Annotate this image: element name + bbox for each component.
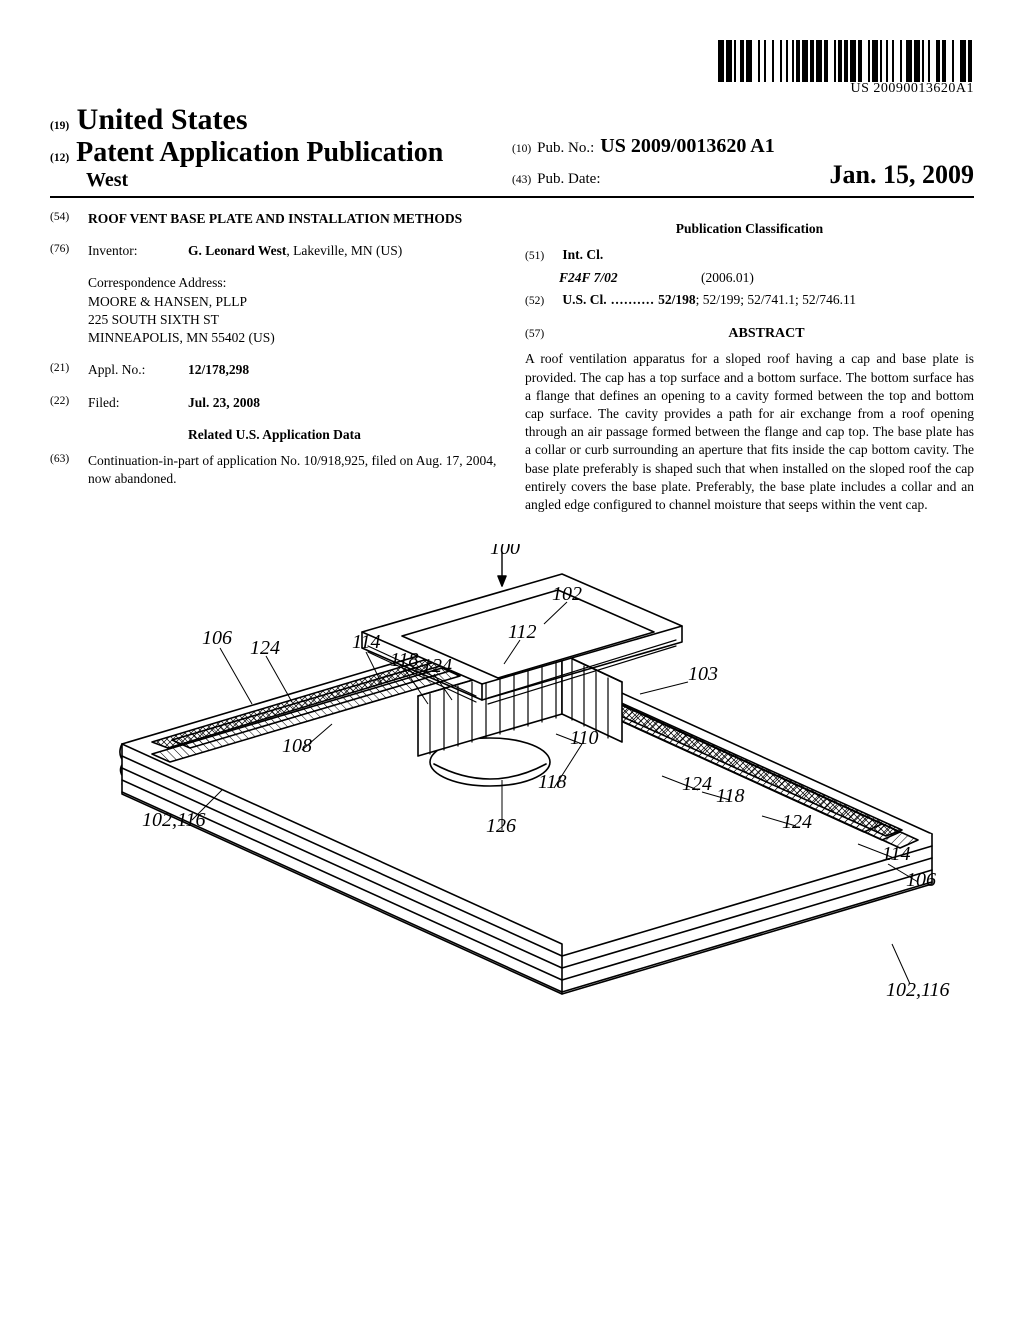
callout-118-left: 118 (390, 649, 419, 671)
callout-114-right: 114 (882, 843, 911, 865)
right-column: Publication Classification (51) Int. Cl.… (525, 210, 974, 514)
applno-label: Appl. No.: (88, 361, 188, 379)
callout-106-left: 106 (202, 627, 232, 649)
callout-106-right: 106 (906, 869, 936, 891)
related-heading: Related U.S. Application Data (50, 426, 499, 444)
callout-114-left: 114 (352, 631, 381, 653)
inventor-loc: , Lakeville, MN (US) (286, 243, 402, 258)
code-12: (12) (50, 152, 69, 164)
inventor-name: G. Leonard West (188, 243, 286, 258)
inventor-label: Inventor: (88, 242, 188, 260)
inventor-surname: West (86, 169, 512, 192)
barcode-region: US 20090013620A1 (50, 40, 974, 97)
callout-124-far: 124 (782, 811, 812, 833)
figure-svg: 100 102 106 124 114 118 124 112 103 110 … (62, 544, 962, 1004)
code-22: (22) (50, 394, 88, 412)
callout-124-mid: 124 (422, 655, 452, 677)
callout-100: 100 (490, 544, 520, 559)
uscl-label: U.S. Cl. (562, 292, 654, 307)
corr-label: Correspondence Address: (88, 274, 499, 292)
callout-118-far: 118 (716, 785, 745, 807)
code-54: (54) (50, 210, 88, 228)
code-19: (19) (50, 120, 69, 132)
correspondence-address: Correspondence Address: MOORE & HANSEN, … (88, 274, 499, 347)
abstract-text: A roof ventilation apparatus for a slope… (525, 350, 974, 514)
corr-line1: MOORE & HANSEN, PLLP (88, 293, 499, 311)
patent-figure: 100 102 106 124 114 118 124 112 103 110 … (50, 544, 974, 1009)
callout-124-left: 124 (250, 637, 280, 659)
callout-110: 110 (570, 727, 599, 749)
code-63: (63) (50, 452, 88, 488)
uscl-value: 52/198; 52/199; 52/741.1; 52/746.11 (658, 292, 856, 307)
callout-108-left: 108 (282, 735, 312, 757)
related-text: Continuation-in-part of application No. … (88, 452, 499, 488)
intcl-class: F24F 7/02 (559, 270, 618, 285)
code-52: (52) (525, 294, 559, 310)
corr-line2: 225 SOUTH SIXTH ST (88, 311, 499, 329)
code-43: (43) (512, 174, 531, 186)
pub-type: Patent Application Publication (76, 137, 443, 168)
callout-126: 126 (486, 815, 516, 837)
corr-line3: MINNEAPOLIS, MN 55402 (US) (88, 329, 499, 347)
invention-title: ROOF VENT BASE PLATE AND INSTALLATION ME… (88, 210, 499, 228)
pubdate-label: Pub. Date: (537, 171, 600, 188)
callout-112: 112 (508, 621, 537, 643)
code-51: (51) (525, 249, 559, 265)
pubclass-heading: Publication Classification (525, 220, 974, 238)
code-57: (57) (525, 327, 559, 343)
pubno-label: Pub. No.: (537, 140, 594, 157)
header-left: (19) United States (12) Patent Applicati… (50, 103, 512, 192)
code-10: (10) (512, 143, 531, 155)
barcode (50, 40, 974, 87)
country-name: United States (77, 103, 248, 136)
callout-102116-left: 102,116 (142, 809, 206, 831)
pubdate-value: Jan. 15, 2009 (830, 160, 974, 190)
code-76: (76) (50, 242, 88, 260)
intcl-date: (2006.01) (701, 270, 754, 285)
pubno-value: US 2009/0013620 A1 (600, 135, 774, 158)
callout-102: 102 (552, 583, 582, 605)
filed-value: Jul. 23, 2008 (188, 394, 499, 412)
header-right: (10) Pub. No.: US 2009/0013620 A1 (43) P… (512, 135, 974, 192)
callout-102116-right: 102,116 (886, 979, 950, 1001)
intcl-label: Int. Cl. (562, 247, 603, 262)
callout-103: 103 (688, 663, 718, 685)
patent-header: (19) United States (12) Patent Applicati… (50, 103, 974, 198)
callout-124-right: 124 (682, 773, 712, 795)
applno-value: 12/178,298 (188, 361, 499, 379)
body-columns: (54) ROOF VENT BASE PLATE AND INSTALLATI… (50, 210, 974, 514)
abstract-heading: ABSTRACT (559, 325, 974, 344)
filed-label: Filed: (88, 394, 188, 412)
left-column: (54) ROOF VENT BASE PLATE AND INSTALLATI… (50, 210, 499, 514)
code-21: (21) (50, 361, 88, 379)
